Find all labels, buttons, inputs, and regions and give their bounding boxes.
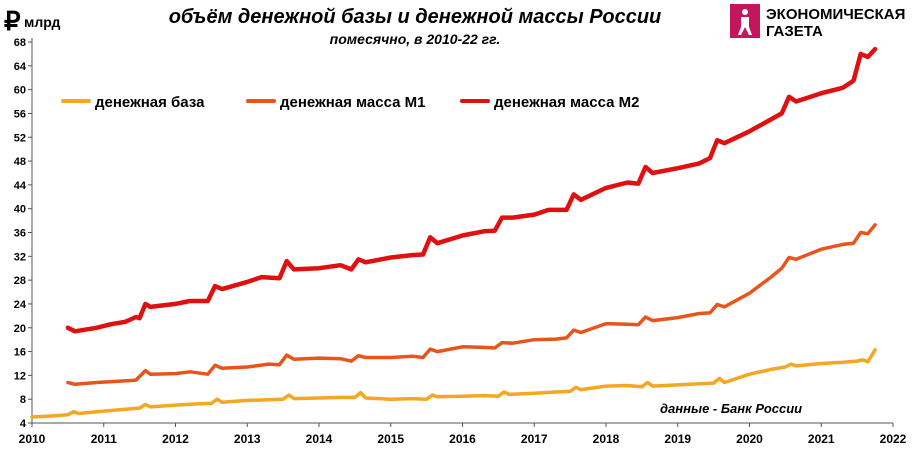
x-tick-label: 2017	[521, 432, 548, 446]
x-tick-label: 2013	[234, 432, 261, 446]
logo-icon-head	[742, 9, 748, 15]
data-line	[65, 46, 878, 334]
y-tick-label: 16	[14, 347, 26, 359]
logo-icon-figure	[738, 17, 752, 35]
y-tick-label: 12	[14, 370, 26, 382]
x-tick-label: 2018	[593, 432, 620, 446]
chart-title: объём денежной базы и денежной массы Рос…	[169, 6, 662, 28]
y-tick-label: 40	[14, 204, 26, 216]
y-tick-label: 48	[14, 156, 26, 168]
legend-label: денежная база	[95, 94, 205, 111]
logo: ЭКОНОМИЧЕСКАЯ ГАЗЕТА	[730, 4, 905, 40]
data-line	[30, 348, 877, 419]
y-axis-symbol: ₽	[4, 6, 21, 36]
y-tick-label: 60	[14, 85, 26, 97]
x-tick-label: 2022	[880, 432, 907, 446]
source-annotation: данные - Банк России	[660, 401, 802, 416]
x-tick-label: 2015	[377, 432, 404, 446]
y-tick-label: 32	[14, 251, 26, 263]
x-tick-label: 2019	[664, 432, 691, 446]
y-tick-label: 44	[14, 180, 27, 192]
x-tick-label: 2020	[736, 432, 763, 446]
y-axis-label: млрд	[24, 14, 60, 30]
x-tick-label: 2014	[306, 432, 333, 446]
logo-text: ГАЗЕТА	[766, 23, 823, 40]
x-tick-label: 2016	[449, 432, 476, 446]
x-tick-label: 2021	[808, 432, 835, 446]
x-tick-label: 2011	[91, 432, 117, 446]
y-tick-label: 20	[14, 323, 26, 335]
y-tick-label: 64	[14, 61, 27, 73]
legend-label: денежная масса М1	[280, 94, 425, 111]
y-tick-label: 56	[14, 108, 26, 120]
x-tick-label: 2010	[19, 432, 46, 446]
y-tick-label: 24	[14, 299, 27, 311]
chart-subtitle: помесячно, в 2010-22 гг.	[330, 31, 501, 47]
y-tick-label: 28	[14, 275, 26, 287]
y-tick-label: 52	[14, 132, 26, 144]
y-tick-label: 4	[20, 418, 27, 430]
logo-text: ЭКОНОМИЧЕСКАЯ	[766, 6, 905, 23]
legend-label: денежная масса М2	[494, 94, 639, 111]
y-tick-label: 68	[14, 37, 26, 49]
y-tick-label: 8	[20, 394, 26, 406]
y-tick-label: 36	[14, 228, 26, 240]
data-line	[66, 223, 877, 387]
x-tick-label: 2012	[162, 432, 189, 446]
